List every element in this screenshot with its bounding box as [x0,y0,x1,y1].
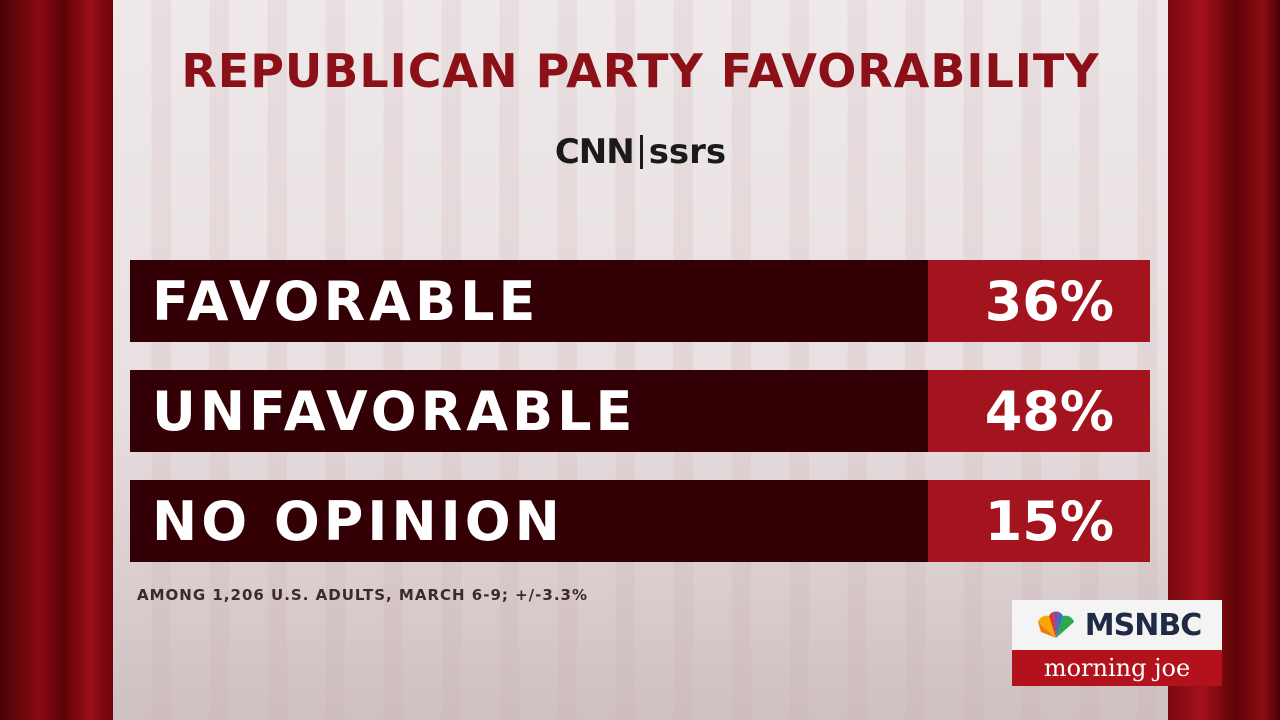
result-row-unfavorable: UNFAVORABLE 48% [130,370,1150,452]
result-value: 36% [928,260,1150,342]
show-name: morning joe [1012,650,1222,686]
curtain-left [0,0,113,720]
result-row-no-opinion: NO OPINION 15% [130,480,1150,562]
result-value: 15% [928,480,1150,562]
cnn-logo: CNN [554,132,635,172]
result-label: UNFAVORABLE [130,370,928,452]
peacock-icon [1037,611,1074,638]
logo-divider [639,135,643,169]
chart-title: REPUBLICAN PARTY FAVORABILITY [181,44,1100,98]
ssrs-logo: ssrs [648,132,727,172]
source-logo: CNN ssrs [113,132,1168,172]
result-label: FAVORABLE [130,260,928,342]
result-value: 48% [928,370,1150,452]
result-label: NO OPINION [130,480,928,562]
poll-graphic: REPUBLICAN PARTY FAVORABILITY CNN ssrs F… [113,0,1168,720]
network-bug: MSNBC morning joe [1012,600,1222,686]
result-row-favorable: FAVORABLE 36% [130,260,1150,342]
network-name: MSNBC [1084,607,1202,643]
network-logo: MSNBC [1012,600,1222,650]
poll-footnote: AMONG 1,206 U.S. ADULTS, MARCH 6-9; +/-3… [137,586,588,604]
